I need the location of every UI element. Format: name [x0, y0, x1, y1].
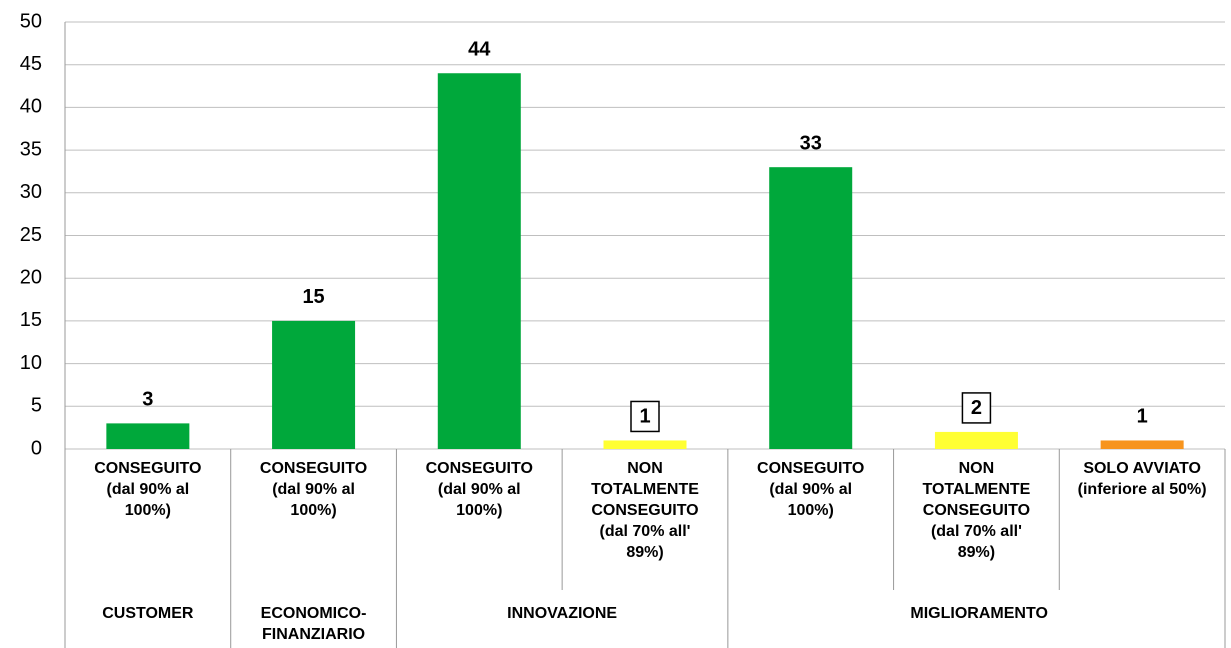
y-tick-label: 15 [20, 309, 42, 331]
value-label: 3 [142, 389, 153, 411]
y-tick-label: 40 [20, 96, 42, 118]
category-label: CONSEGUITO (dal 90% al 100%) [94, 460, 202, 519]
category-label: CONSEGUITO (dal 90% al 100%) [259, 460, 368, 519]
y-tick-label: 50 [20, 10, 42, 32]
category-label: SOLO AVVIATO (inferiore al 50%) [1077, 460, 1207, 498]
category-label: NON TOTALMENTE CONSEGUITO (dal 70% all' … [922, 460, 1031, 561]
bar [272, 320, 356, 449]
category-label: CONSEGUITO (dal 90% al 100%) [757, 460, 865, 519]
value-label-box [630, 400, 660, 433]
category-label: NON TOTALMENTE CONSEGUITO (dal 70% all' … [591, 460, 699, 561]
bar [437, 73, 521, 450]
category-label: CONSEGUITO (dal 90% al 100%) [425, 460, 533, 519]
y-tick-label: 0 [31, 437, 42, 459]
y-tick-label: 20 [20, 266, 42, 288]
value-label: 1 [1137, 406, 1148, 428]
group-label: ECONOMICO-FINANZIARIO [260, 605, 367, 643]
y-tick-label: 5 [31, 395, 42, 417]
y-tick-label: 45 [20, 53, 42, 75]
bar [603, 440, 687, 449]
group-label: CUSTOMER [102, 605, 194, 622]
y-tick-label: 35 [20, 138, 42, 160]
bar [106, 423, 190, 449]
bar [1100, 440, 1184, 449]
group-label: INNOVAZIONE [507, 605, 618, 622]
y-tick-label: 25 [20, 224, 42, 246]
value-label: 2 [971, 397, 982, 419]
y-tick-label: 10 [20, 352, 42, 374]
value-label: 1 [639, 406, 650, 428]
y-tick-label: 30 [20, 181, 42, 203]
value-label: 33 [800, 132, 822, 154]
value-label: 15 [302, 286, 324, 308]
bar [769, 167, 853, 449]
value-label-box [961, 392, 992, 424]
bar [934, 431, 1018, 449]
value-label: 44 [468, 39, 491, 61]
group-label: MIGLIORAMENTO [910, 605, 1048, 622]
